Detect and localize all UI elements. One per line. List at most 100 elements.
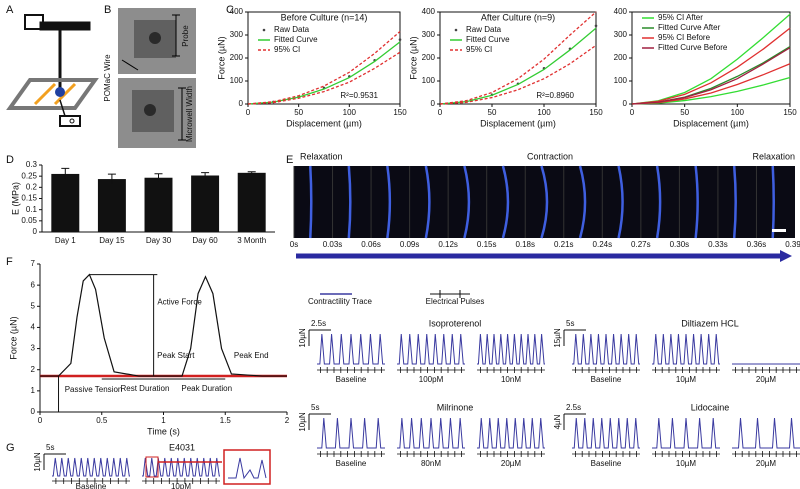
legend-label: Raw Data [466,25,502,34]
pulse-train [317,367,385,373]
y-tick-label: 0 [623,99,628,108]
label: 15µN [553,328,562,348]
y-axis-label: Force (µN) [216,36,226,79]
label: 20µM [501,459,522,468]
label: Probe [181,25,190,47]
panel-label: D [6,154,14,166]
legend-label: Fitted Curve [466,35,510,44]
y-tick-label: 0.15 [21,194,37,203]
contractility-trace [477,333,545,365]
error-bar [201,172,210,179]
annotation: Rest Duration [121,384,170,393]
label: 10pM [171,482,191,489]
label: 0s [290,240,298,249]
label: 0.33s [708,240,728,249]
y-axis-label: E (MPa) [10,182,20,215]
label: 2.5s [566,403,581,412]
annotation: R²=0.8960 [536,91,574,100]
x-tick-label: 0 [246,108,251,117]
contractility-trace [572,333,640,365]
pulse-train [652,451,720,457]
bar [237,172,266,232]
y-tick-label: 100 [230,76,244,85]
label: 5s [311,403,319,412]
label: 2.5s [311,319,326,328]
y-tick-label: 0 [431,99,436,108]
annotation: Peak Duration [181,384,232,393]
panel-label: B [104,4,111,16]
y-tick-label: 2 [31,365,36,374]
y-tick-label: 300 [230,30,244,39]
panel-label: A [6,4,14,16]
label: Milrinone [437,402,474,412]
label: Lidocaine [691,402,730,412]
label: Contraction [527,151,573,161]
x-tick-label: Day 60 [192,236,218,245]
label: Relaxation [300,151,343,161]
x-tick-label: 1 [161,416,166,425]
pulse-train [652,367,720,373]
label: 0.21s [554,240,574,249]
label: 100pM [419,375,444,384]
y-tick-label: 3 [31,344,36,353]
series-line [439,11,597,105]
scale-bar [308,329,331,346]
x-tick-label: 0 [630,108,635,117]
pulse-train [397,451,465,457]
x-tick-label: 0 [438,108,443,117]
chart-title: After Culture (n=9) [481,12,555,22]
pulse-train [52,478,130,484]
micrograph-b [118,8,196,148]
wire [347,165,352,239]
x-tick-label: Day 1 [55,236,76,245]
wire [501,165,510,239]
x-tick-label: 100 [731,108,745,117]
label: 10µN [298,412,307,432]
label: 4µN [553,414,562,429]
y-tick-label: 7 [31,259,36,268]
legend-label: 95% CI [466,45,492,54]
label: Diltiazem HCL [681,318,739,328]
contractility-trace [397,417,465,449]
x-tick-label: 150 [783,108,797,117]
legend-swatch [430,290,470,298]
label: 10µM [676,459,697,468]
label: Relaxation [752,151,795,161]
series-line [631,27,791,105]
label: 5s [566,319,574,328]
pulse-train [732,367,800,373]
label: Microwell Width [185,86,194,142]
x-tick-label: Day 15 [99,236,125,245]
scale-bar [563,413,586,430]
label: 0.09s [400,240,420,249]
y-tick-label: 6 [31,280,36,289]
y-tick-label: 0.1 [26,205,38,214]
wire [694,165,699,239]
label: Electrical Pulses [426,297,485,306]
label: 5s [46,443,54,452]
error-bar [61,167,70,180]
arrow [58,274,158,412]
label: 0.12s [438,240,458,249]
panel-label: F [6,256,13,268]
y-tick-label: 0.3 [26,160,38,169]
x-tick-label: Day 30 [146,236,172,245]
x-tick-label: 100 [537,108,551,117]
panel-label: C [226,4,234,16]
timelapse-e [293,165,795,262]
label: 10µN [298,328,307,348]
label: 10µM [676,375,697,384]
pulse-train [572,367,640,373]
annotation: Peak End [234,351,269,360]
y-tick-label: 300 [614,30,628,39]
y-tick-label: 200 [422,53,436,62]
wire [424,165,431,239]
contractility-trace [317,417,385,449]
legend-label: 95% CI [274,45,300,54]
pulse-train [397,367,465,373]
y-tick-label: 100 [614,76,628,85]
contractility-trace [572,417,640,449]
x-tick-label: 1.5 [220,416,232,425]
y-tick-label: 0.05 [21,216,37,225]
